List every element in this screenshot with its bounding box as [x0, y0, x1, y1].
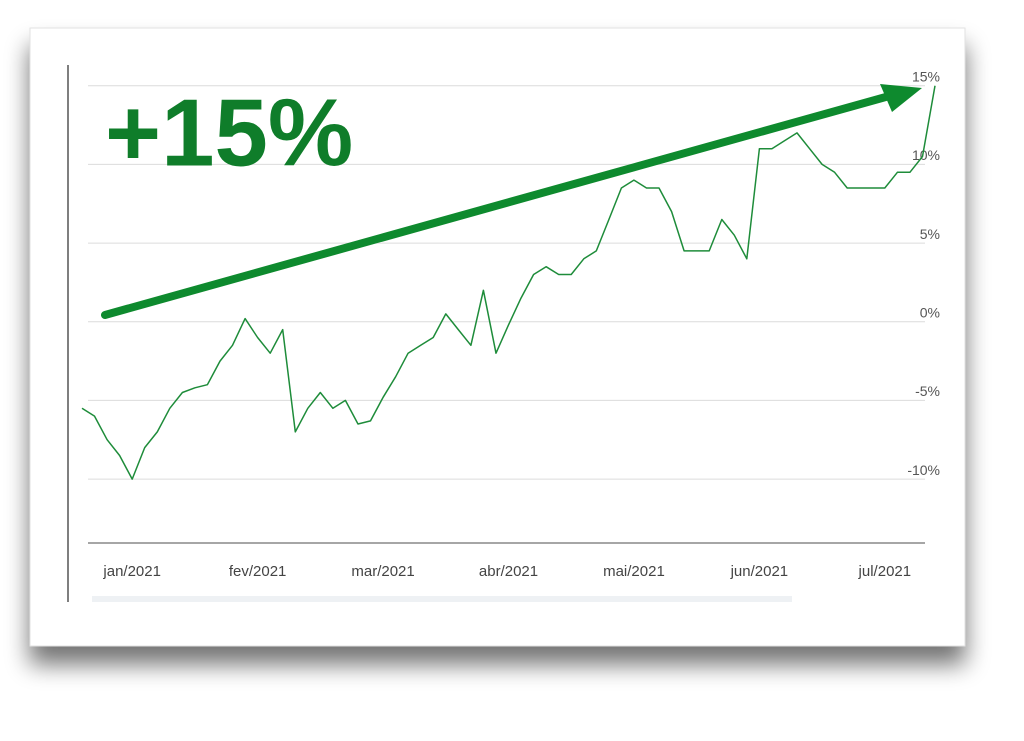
- annotation: +15%: [105, 79, 353, 186]
- x-tick-label: jun/2021: [730, 563, 789, 580]
- arrow-shaft: [101, 89, 904, 319]
- x-tick-label: mai/2021: [603, 563, 665, 580]
- x-tick-label: jan/2021: [102, 563, 161, 580]
- x-tick-label: abr/2021: [479, 563, 538, 580]
- data-line: [81, 85, 936, 480]
- y-tick-label: -10%: [907, 462, 940, 478]
- y-tick-label: 15%: [912, 68, 940, 84]
- scrollbar: [92, 596, 792, 602]
- y-tick-label: 5%: [920, 226, 940, 242]
- x-tick-label: mar/2021: [351, 563, 414, 580]
- arrow-head: [880, 84, 922, 112]
- y-tick-label: -5%: [915, 383, 940, 399]
- y-tick-label: 0%: [920, 304, 940, 320]
- x-tick-label: jul/2021: [858, 563, 912, 580]
- plot: 15% 10% 5% 0% -5% -10% jan/2021 fev/2021 mar/202…: [81, 68, 940, 580]
- y-tick-label: 10%: [912, 147, 940, 163]
- x-tick-label: fev/2021: [229, 563, 287, 580]
